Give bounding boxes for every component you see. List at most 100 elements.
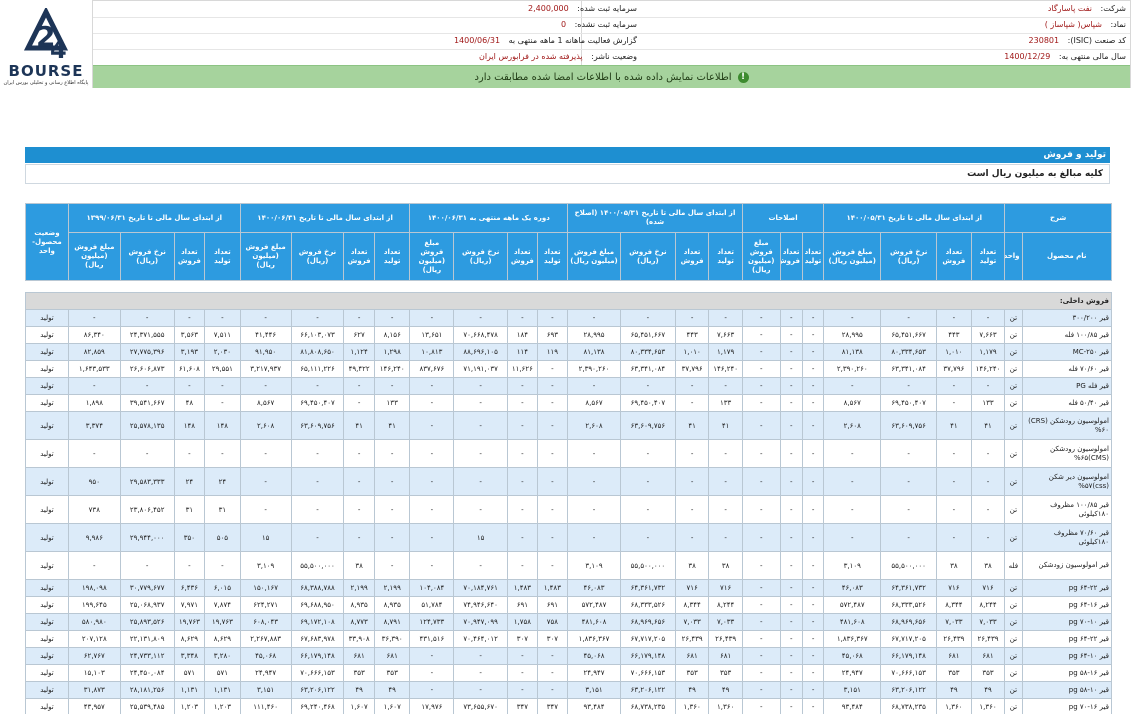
value-cell: - (741, 467, 781, 496)
value-cell: ۳۵۳ (674, 664, 710, 682)
value-cell: - (936, 467, 972, 496)
col-amount: مبلغ فروش (میلیون ریال) (409, 232, 455, 281)
value-cell: ۶۶,۱۷۹,۱۴۸ (619, 647, 676, 665)
value-cell: ۸,۵۶۷ (239, 394, 292, 412)
value-cell: ۵۷۲,۴۸۷ (567, 596, 621, 614)
value-cell: - (453, 647, 509, 665)
value-cell: ۱,۷۵۸ (507, 613, 538, 631)
value-cell: ۶۸,۳۳۳,۵۲۶ (619, 596, 676, 614)
value-cell: - (741, 360, 781, 378)
value-cell: - (674, 394, 710, 412)
status-cell: تولید (25, 630, 69, 648)
col-sale-qty: تعداد فروش (674, 232, 710, 281)
product-name: قیر ۷۰/۶۰ مظروف ۱۸۰کیلوئی (1021, 523, 1112, 552)
value-cell: - (290, 309, 345, 327)
value-cell: ۸,۲۴۴ (970, 596, 1006, 614)
value-cell: ۸,۵۶۷ (567, 394, 621, 412)
table-row: قیر pg ۶۴-۱۰ تن ۶۸۱ ۶۸۱ ۶۶,۱۷۹,۱۴۸ ۴۵,۰۶۸- - -۶… (25, 647, 1112, 665)
report-label: گزارش فعالیت ماهانه 1 ماهه منتهی به (508, 36, 637, 45)
value-cell: - (708, 377, 743, 395)
product-name: قیر فله PG (1021, 377, 1112, 395)
production-sales-table: شرح از ابتدای سال مالی تا تاریخ ۱۴۰۰/۰۵/… (25, 203, 1112, 714)
value-cell: ۶۸,۹۶۹,۶۵۶ (880, 613, 938, 631)
value-cell: - (801, 309, 825, 327)
col-rate: نرخ فروش (ریال) (880, 232, 938, 281)
value-cell: ۴۵,۰۶۸ (239, 647, 292, 665)
value-cell: - (453, 664, 509, 682)
value-cell: - (936, 439, 972, 468)
status-cell: تولید (25, 613, 69, 631)
value-cell: ۳,۱۹۳ (173, 343, 206, 361)
value-cell: - (409, 664, 455, 682)
value-cell: - (567, 309, 621, 327)
table-row: قیر ۵۰/۴۰ فله تن ۱۳۳-۶۹,۴۵۰,۴۰۷ ۸,۵۶۷- - -۱۳۳… (25, 394, 1112, 412)
value-cell: - (779, 343, 803, 361)
value-cell: ۲,۳۹۰,۲۶۰ (567, 360, 621, 378)
value-cell: ۴۴۳ (674, 326, 710, 344)
value-cell: - (536, 377, 569, 395)
value-cell: ۲۸,۹۹۵ (823, 326, 882, 344)
value-cell: - (409, 467, 455, 496)
value-cell: - (619, 523, 676, 552)
value-cell: - (507, 411, 538, 440)
value-cell: ۱,۲۰۳ (173, 698, 206, 714)
value-cell: ۷۰,۶۶۸,۴۷۸ (453, 326, 509, 344)
value-cell: - (779, 664, 803, 682)
value-cell: - (119, 309, 175, 327)
verification-notice: ! اطلاعات نمایش داده شده با اطلاعات امضا… (93, 65, 1130, 88)
value-cell: ۹۳,۴۸۴ (823, 698, 882, 714)
value-cell: - (741, 698, 781, 714)
header-gap (25, 280, 1112, 293)
value-cell: - (119, 551, 175, 580)
bourse-logo: 2 4 BOURSE پایگاه اطلاع رسانی و تحلیلی ب… (2, 6, 90, 86)
status-cell: تولید (25, 495, 69, 524)
value-cell: - (567, 523, 621, 552)
value-cell: ۸,۷۷۳ (343, 613, 375, 631)
value-cell: ۳۵۰ (173, 523, 206, 552)
value-cell: ۶۹,۲۴۰,۴۶۸ (290, 698, 345, 714)
value-cell: ۲,۲۶۷,۸۸۳ (239, 630, 292, 648)
value-cell: - (779, 630, 803, 648)
value-cell: ۴۱ (343, 411, 375, 440)
value-cell: ۸۱,۸۰۸,۶۵۰ (290, 343, 345, 361)
value-cell: ۱۹۹,۶۴۵ (67, 596, 121, 614)
value-cell: ۴۱ (674, 411, 710, 440)
value-cell: - (801, 647, 825, 665)
value-cell: ۳,۲۸۰ (204, 647, 241, 665)
value-cell: ۶۶,۱۷۹,۱۴۸ (880, 647, 938, 665)
value-cell: ۶۹,۴۵۰,۴۰۷ (880, 394, 938, 412)
status-row: وضعیت ناشر: پذیرفته شده در فرابورس ایران (137, 49, 637, 65)
value-cell: ۱,۶۰۷ (373, 698, 411, 714)
value-cell: - (409, 523, 455, 552)
value-cell: - (779, 596, 803, 614)
symbol-value: شپاس( شپاساز ) (1044, 20, 1102, 29)
header-group-4: دوره یک ماهه منتهی به ۱۴۰۰/۰۶/۳۱ (409, 203, 569, 233)
value-cell: ۳۵۳ (708, 664, 743, 682)
value-cell: - (173, 377, 206, 395)
value-cell: ۶۰۸,۰۴۳ (239, 613, 292, 631)
value-cell: ۴۱ (373, 411, 411, 440)
value-cell: - (779, 613, 803, 631)
col-prod-qty: تعداد تولید (373, 232, 411, 281)
col-sale-qty: تعداد فروش (936, 232, 972, 281)
value-cell: ۲۵,۵۷۸,۱۳۵ (119, 411, 175, 440)
value-cell: ۳,۱۵۱ (239, 681, 292, 699)
value-cell: ۲۸,۹۹۵ (567, 326, 621, 344)
value-cell: ۱۱۴ (507, 343, 538, 361)
header-group-1: از ابتدای سال مالی تا تاریخ ۱۴۰۰/۰۵/۳۱ (823, 203, 1006, 233)
value-cell: ۲۲,۱۳۱,۸۰۹ (119, 630, 175, 648)
unit-cell: تن (1004, 394, 1023, 412)
value-cell: ۶۷,۷۱۷,۲۰۵ (619, 630, 676, 648)
value-cell: ۶۳,۲۰۶,۱۲۲ (619, 681, 676, 699)
value-cell: ۳۵۳ (970, 664, 1006, 682)
value-cell: - (779, 377, 803, 395)
value-cell: ۶۷,۶۸۳,۹۷۸ (290, 630, 345, 648)
value-cell: - (343, 439, 375, 468)
value-cell: ۳۸ (970, 551, 1006, 580)
value-cell: ۷۳,۶۵۵,۶۷۰ (453, 698, 509, 714)
unit-cell: تن (1004, 360, 1023, 378)
value-cell: ۵۵,۵۰۰,۰۰۰ (290, 551, 345, 580)
value-cell: ۶۸,۹۶۹,۶۵۶ (619, 613, 676, 631)
value-cell: ۶۵,۴۵۱,۶۶۷ (880, 326, 938, 344)
value-cell: ۸۰,۳۳۴,۶۵۳ (619, 343, 676, 361)
